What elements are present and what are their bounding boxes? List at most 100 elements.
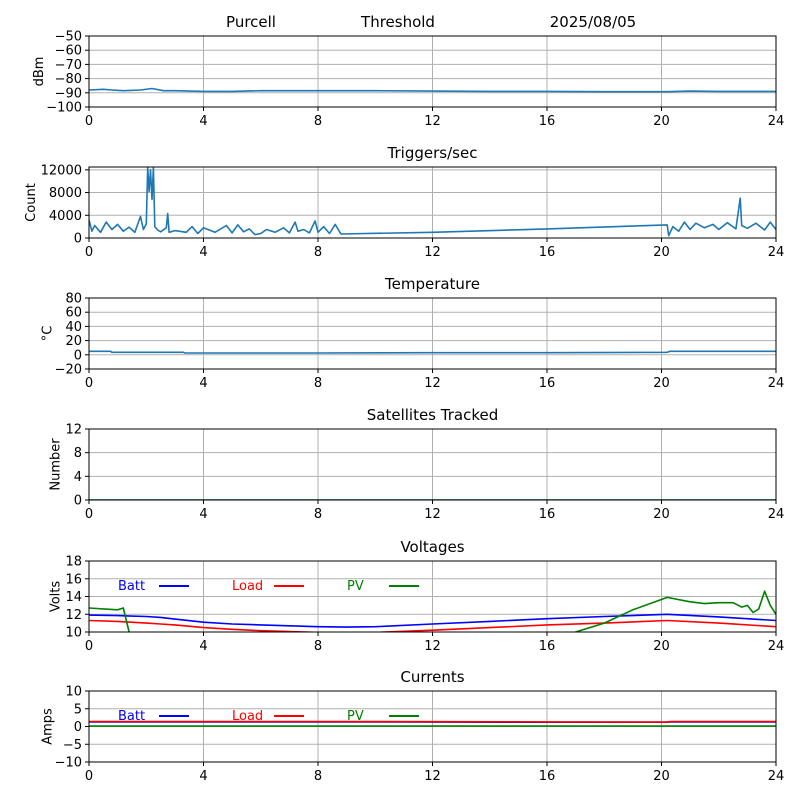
x-tick-label: 24	[768, 114, 785, 129]
y-tick-label: 8	[74, 446, 82, 461]
panel-0: 0 4 8 12 16 20 24 −100−90−80−70−60−50 dBm	[32, 30, 784, 130]
x-tick-label: 0	[85, 376, 93, 391]
series-group	[89, 87, 776, 93]
series-group	[89, 590, 776, 632]
y-tick-label: −50	[55, 30, 82, 45]
x-tick-label: 20	[653, 507, 670, 522]
x-tick-label: 4	[199, 245, 207, 260]
x-tick-label: 12	[424, 507, 441, 522]
y-axis-label: °C	[40, 326, 55, 342]
y-tick-label: 12000	[41, 163, 82, 178]
y-axis-label: dBm	[32, 57, 47, 87]
y-tick-label: 10	[65, 626, 82, 641]
x-tick-label: 0	[85, 769, 93, 784]
y-tick-label: 5	[74, 702, 82, 717]
x-tick-label: 20	[653, 114, 670, 129]
y-tick-label: −20	[55, 363, 82, 378]
legend-label: Load	[232, 709, 263, 724]
x-tick-label: 8	[314, 639, 322, 654]
x-tick-label: 0	[85, 114, 93, 129]
panel-title: Temperature	[384, 275, 480, 293]
x-tick-label: 4	[199, 376, 207, 391]
series-line-load	[89, 720, 776, 723]
legend-label: Load	[232, 579, 263, 594]
y-tick-label: 80	[65, 292, 82, 307]
x-tick-label: 12	[424, 114, 441, 129]
y-axis-label: Volts	[49, 581, 64, 613]
x-tick-label: 4	[199, 114, 207, 129]
y-tick-label: −80	[55, 72, 82, 87]
x-tick-label: 8	[314, 376, 322, 391]
y-axis-label: Amps	[40, 708, 55, 745]
panel-4: 0 4 8 12 16 20 24 10 12 14 16 18 Voltages Volts Batt Lo…	[49, 538, 785, 654]
y-tick-label: −5	[63, 738, 82, 753]
y-tick-label: 60	[65, 306, 82, 321]
x-tick-label: 20	[653, 769, 670, 784]
x-tick-label: 8	[314, 769, 322, 784]
panel-title: Voltages	[400, 538, 464, 556]
series-group	[89, 350, 776, 354]
x-tick-label: 12	[424, 769, 441, 784]
y-tick-label: 12	[65, 608, 82, 623]
series-line	[89, 350, 776, 354]
y-tick-label: 14	[65, 590, 82, 605]
y-tick-label: 12	[65, 423, 82, 438]
x-tick-label: 20	[653, 376, 670, 391]
y-tick-label: −100	[46, 101, 82, 116]
panel-title: Currents	[400, 668, 464, 686]
y-tick-label: 40	[65, 320, 82, 335]
series-line-batt	[89, 613, 776, 628]
series-line	[89, 167, 776, 237]
x-tick-label: 4	[199, 639, 207, 654]
x-tick-label: 16	[539, 376, 556, 391]
series-line-pv	[89, 590, 776, 632]
x-tick-label: 24	[768, 769, 785, 784]
series-group	[89, 167, 776, 237]
header-date: 2025/08/05	[550, 13, 636, 31]
panel-title: Triggers/sec	[387, 144, 478, 162]
y-tick-label: 20	[65, 334, 82, 349]
x-tick-label: 20	[653, 639, 670, 654]
header-mode: Threshold	[360, 13, 435, 31]
x-tick-label: 8	[314, 114, 322, 129]
legend-label: Batt	[118, 709, 145, 724]
x-tick-label: 16	[539, 507, 556, 522]
y-tick-label: 0	[74, 494, 82, 509]
y-tick-label: 4000	[49, 209, 82, 224]
x-tick-label: 0	[85, 245, 93, 260]
x-tick-label: 16	[539, 769, 556, 784]
x-tick-label: 0	[85, 507, 93, 522]
panel-5: 0 4 8 12 16 20 24 −10 −5 0 5 10 Currents Amps Batt Load…	[40, 668, 784, 784]
x-tick-label: 0	[85, 639, 93, 654]
y-tick-label: 4	[74, 470, 82, 485]
x-tick-label: 16	[539, 639, 556, 654]
x-tick-label: 8	[314, 245, 322, 260]
y-tick-label: 0	[74, 348, 82, 363]
y-tick-label: −90	[55, 86, 82, 101]
legend-label: Batt	[118, 579, 145, 594]
x-tick-label: 24	[768, 507, 785, 522]
x-tick-label: 12	[424, 639, 441, 654]
y-tick-label: 10	[65, 685, 82, 700]
y-tick-label: −10	[55, 756, 82, 771]
x-tick-label: 20	[653, 245, 670, 260]
y-tick-label: 0	[74, 720, 82, 735]
y-tick-label: 0	[74, 232, 82, 247]
x-tick-label: 24	[768, 376, 785, 391]
x-tick-label: 16	[539, 245, 556, 260]
y-tick-label: −60	[55, 44, 82, 59]
x-tick-label: 24	[768, 639, 785, 654]
y-tick-label: 18	[65, 555, 82, 570]
x-tick-label: 4	[199, 507, 207, 522]
y-axis-label: Count	[24, 183, 39, 222]
legend-label: PV	[347, 709, 364, 724]
y-axis-label: Number	[49, 438, 64, 491]
x-tick-label: 12	[424, 376, 441, 391]
y-tick-label: −70	[55, 58, 82, 73]
x-tick-label: 24	[768, 245, 785, 260]
panel-3: 0 4 8 12 16 20 24 0 4 8 12 Satellites Tracked Number	[49, 406, 785, 522]
x-tick-label: 16	[539, 114, 556, 129]
